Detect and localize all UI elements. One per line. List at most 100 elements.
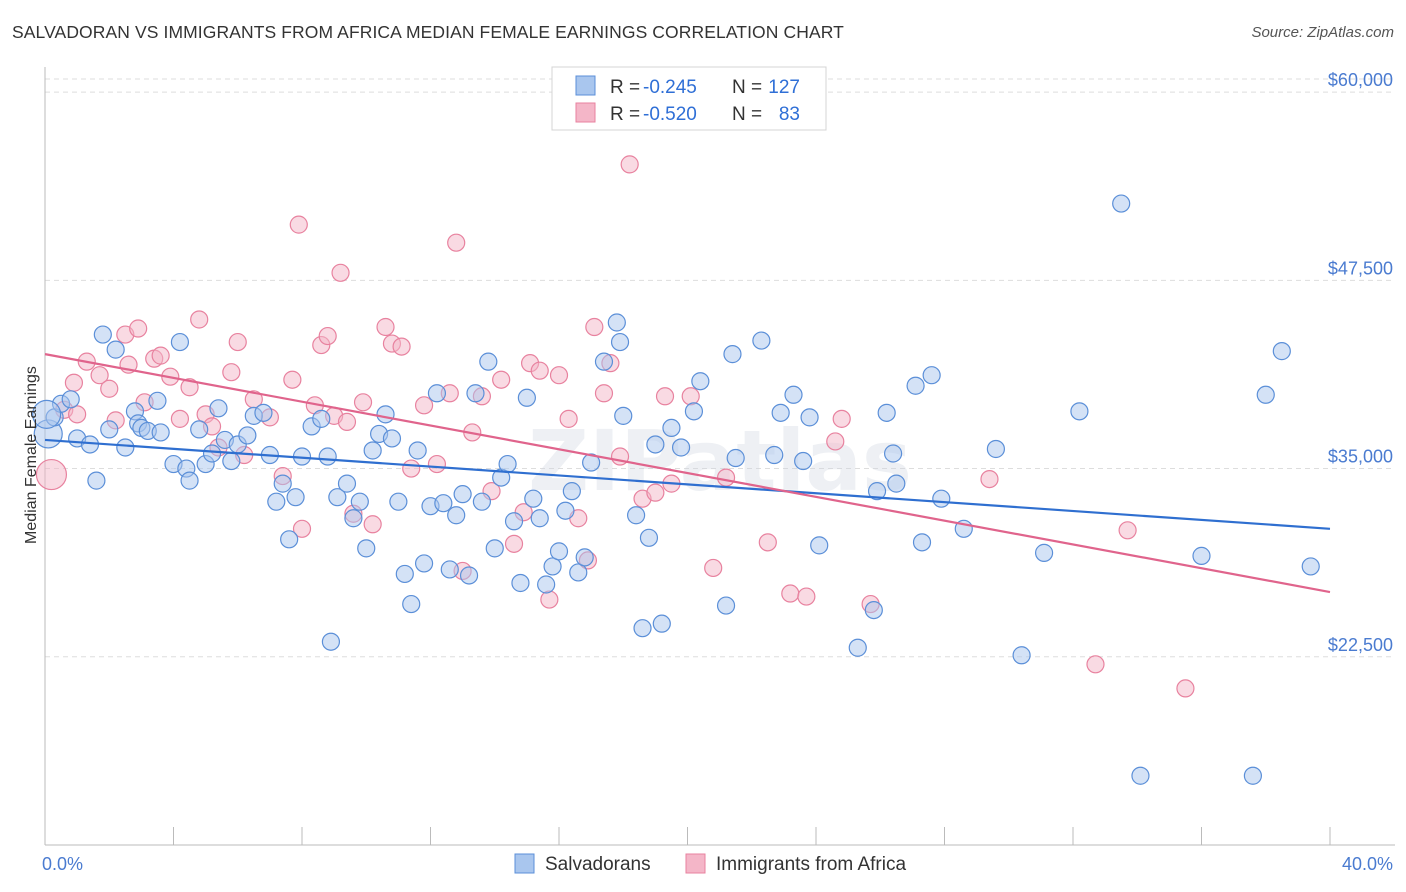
blue-point-63 (472, 492, 491, 511)
blue-point-8 (100, 420, 119, 439)
pink-point-8 (129, 319, 148, 338)
blue-point-59 (447, 506, 466, 525)
pink-point-69 (758, 533, 777, 552)
blue-point-101 (794, 451, 813, 471)
y-tick-label-1: $35,000 (1328, 447, 1393, 467)
blue-point-109 (887, 474, 906, 493)
blue-point-67 (498, 454, 517, 474)
pink-point-35 (376, 317, 395, 337)
pink-point-53 (549, 366, 569, 385)
blue-point-16 (151, 423, 170, 442)
pink-point-79 (68, 405, 87, 424)
pink-point-14 (180, 378, 199, 397)
blue-point-70 (517, 388, 536, 407)
blue-point-35 (286, 488, 305, 507)
pink-point-34 (363, 515, 382, 534)
x-tick-labels: 0.0% 40.0% (42, 854, 1393, 874)
y-tick-label-3: $60,000 (1328, 70, 1393, 90)
blue-point-84 (614, 406, 633, 425)
pink-point-19 (228, 332, 247, 352)
legend-n-label-1: N = (732, 77, 762, 98)
legend-r-value-2: -0.520 (643, 104, 697, 125)
pink-point-70 (781, 584, 800, 603)
blue-point-21 (190, 420, 209, 439)
blue-point-79 (575, 548, 594, 567)
blue-point-112 (922, 366, 941, 385)
blue-point-65 (485, 539, 504, 558)
chart-title: SALVADORAN VS IMMIGRANTS FROM AFRICA MED… (12, 22, 844, 42)
blue-point-73 (537, 575, 556, 594)
pink-point-63 (646, 483, 665, 502)
blue-point-54 (414, 554, 434, 573)
blue-point-86 (633, 619, 652, 638)
blue-point-7 (93, 325, 112, 344)
blue-point-104 (848, 638, 867, 657)
blue-point-91 (671, 438, 691, 457)
blue-point-100 (784, 385, 803, 404)
blue-point-15 (148, 391, 167, 410)
legend-r-value-1: -0.245 (643, 77, 697, 98)
blue-point-96 (726, 448, 745, 468)
blue-point-102 (800, 408, 819, 427)
blue-point-45 (357, 539, 376, 558)
pink-point-26 (292, 519, 312, 538)
pink-point-39 (414, 396, 434, 415)
blue-point-81 (594, 352, 614, 371)
source-label: Source: ZipAtlas.com (1251, 24, 1394, 41)
blue-point-105 (864, 600, 883, 620)
pink-point-4 (90, 366, 109, 385)
legend-swatch-immigrants (685, 853, 706, 874)
blue-point-94 (716, 596, 736, 615)
blue-point-24 (209, 399, 228, 418)
blue-point-26 (222, 451, 241, 471)
blue-point-119 (1112, 194, 1131, 213)
legend-swatch-salvadorans (514, 853, 535, 874)
blue-point-107 (877, 403, 896, 422)
blue-point-3 (61, 390, 80, 409)
pink-point-48 (504, 534, 524, 553)
legend-n-value-1: 127 (768, 77, 800, 98)
pink-point-64 (655, 387, 675, 406)
blue-point-62 (466, 384, 485, 403)
blue-point-30 (254, 403, 273, 422)
pink-point-13 (170, 409, 190, 428)
blue-point-124 (1272, 342, 1291, 361)
blue-point-48 (376, 405, 395, 424)
series-legend: Salvadorans Immigrants from Africa (514, 853, 906, 875)
pink-point-67 (704, 558, 723, 578)
trend-lines (44, 353, 1331, 594)
blue-point-10 (116, 438, 135, 457)
legend-label-salvadorans: Salvadorans (545, 854, 651, 875)
blue-point-97 (752, 331, 771, 350)
blue-point-99 (771, 403, 790, 422)
pink-point-68 (716, 468, 736, 487)
pink-point-29 (318, 326, 337, 346)
correlation-legend: R = -0.245 N = 127 R = -0.520 N = 83 (551, 66, 827, 131)
blue-point-76 (556, 501, 575, 520)
pink-point-71 (797, 587, 816, 606)
blue-point-75 (549, 542, 569, 561)
blue-point-68 (504, 512, 524, 531)
blue-point-46 (363, 441, 382, 460)
pink-point-31 (331, 263, 350, 282)
blue-point-116 (1012, 646, 1031, 665)
blue-point-49 (382, 429, 402, 448)
blue-point-93 (691, 372, 710, 391)
blue-point-87 (639, 528, 659, 547)
trend-line-immigrants (44, 353, 1331, 594)
blue-point-82 (607, 313, 626, 332)
pink-point-2 (64, 373, 84, 392)
blue-point-61 (459, 566, 479, 585)
blue-point-77 (562, 482, 581, 501)
pink-point-11 (151, 346, 170, 365)
blue-point-92 (684, 402, 704, 421)
blue-point-43 (344, 509, 363, 528)
blue-point-42 (337, 474, 357, 493)
y-tick-label-0: $22,500 (1328, 635, 1393, 655)
pink-point-82 (337, 412, 357, 431)
legend-n-label-2: N = (732, 104, 762, 125)
blue-point-126 (32, 399, 62, 429)
y-tick-label-2: $47,500 (1328, 258, 1393, 278)
pink-point-15 (190, 310, 209, 329)
